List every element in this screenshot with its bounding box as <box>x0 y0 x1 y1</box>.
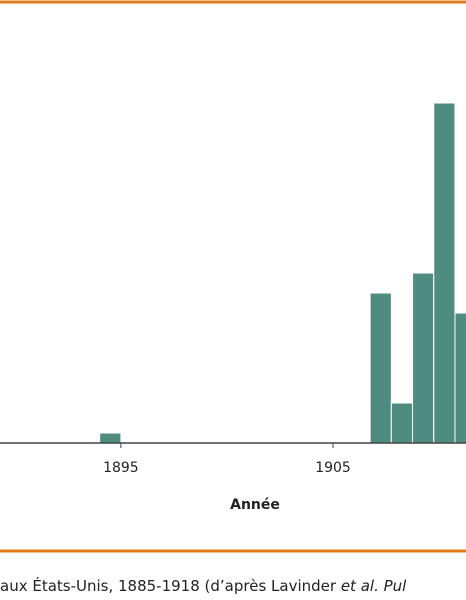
caption-text: aux États-Unis, 1885-1918 (d’après Lavin… <box>0 577 341 595</box>
bar <box>433 102 456 444</box>
caption: aux États-Unis, 1885-1918 (d’après Lavin… <box>0 577 406 595</box>
bar <box>390 402 414 444</box>
x-tick-label: 1905 <box>315 460 351 476</box>
x-axis-label: Année <box>230 497 280 513</box>
bar <box>369 292 392 444</box>
bar <box>412 272 435 444</box>
caption-italic: et al. Pul <box>340 577 407 595</box>
x-tick-label: 1895 <box>103 460 139 476</box>
bar <box>454 312 466 444</box>
bar <box>99 432 122 444</box>
